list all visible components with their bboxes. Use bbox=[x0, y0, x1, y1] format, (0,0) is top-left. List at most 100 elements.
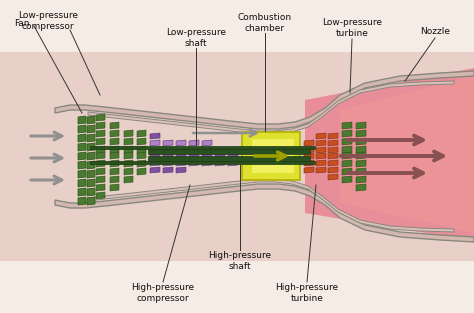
Polygon shape bbox=[305, 68, 474, 241]
Polygon shape bbox=[342, 176, 352, 183]
Polygon shape bbox=[137, 138, 146, 145]
Polygon shape bbox=[304, 147, 314, 153]
Text: High-pressure
shaft: High-pressure shaft bbox=[209, 251, 272, 271]
Polygon shape bbox=[87, 134, 95, 142]
Polygon shape bbox=[316, 167, 326, 173]
Polygon shape bbox=[96, 122, 105, 129]
Polygon shape bbox=[55, 184, 474, 242]
Polygon shape bbox=[150, 147, 160, 153]
Polygon shape bbox=[137, 160, 146, 167]
Polygon shape bbox=[202, 153, 212, 159]
Polygon shape bbox=[189, 153, 199, 159]
Polygon shape bbox=[110, 152, 119, 159]
Polygon shape bbox=[163, 167, 173, 173]
Polygon shape bbox=[0, 52, 90, 261]
Polygon shape bbox=[78, 170, 86, 178]
Polygon shape bbox=[137, 152, 146, 159]
Polygon shape bbox=[124, 176, 133, 183]
Polygon shape bbox=[342, 146, 352, 153]
Polygon shape bbox=[316, 133, 326, 139]
Polygon shape bbox=[90, 161, 315, 164]
Polygon shape bbox=[124, 138, 133, 145]
Polygon shape bbox=[328, 174, 338, 180]
Polygon shape bbox=[342, 122, 352, 129]
Polygon shape bbox=[110, 130, 119, 137]
Polygon shape bbox=[215, 153, 225, 159]
Polygon shape bbox=[202, 147, 212, 153]
Polygon shape bbox=[96, 184, 105, 191]
Polygon shape bbox=[78, 134, 86, 142]
Polygon shape bbox=[356, 130, 366, 137]
Polygon shape bbox=[202, 140, 212, 146]
Polygon shape bbox=[96, 168, 105, 175]
Polygon shape bbox=[87, 170, 95, 178]
Polygon shape bbox=[356, 160, 366, 167]
Polygon shape bbox=[328, 167, 338, 173]
Polygon shape bbox=[137, 130, 146, 137]
Polygon shape bbox=[78, 143, 86, 151]
Polygon shape bbox=[356, 168, 366, 175]
Polygon shape bbox=[110, 176, 119, 183]
Polygon shape bbox=[356, 146, 366, 153]
Polygon shape bbox=[137, 168, 146, 175]
Polygon shape bbox=[124, 152, 133, 159]
Polygon shape bbox=[304, 140, 314, 146]
Polygon shape bbox=[316, 147, 326, 153]
Polygon shape bbox=[163, 160, 173, 166]
Text: Low-pressure
compressor: Low-pressure compressor bbox=[18, 11, 78, 31]
Polygon shape bbox=[356, 138, 366, 145]
Polygon shape bbox=[96, 130, 105, 137]
Polygon shape bbox=[150, 153, 160, 159]
Polygon shape bbox=[90, 146, 315, 149]
Polygon shape bbox=[87, 152, 95, 160]
Polygon shape bbox=[124, 160, 133, 167]
Text: Fan: Fan bbox=[14, 18, 30, 28]
Polygon shape bbox=[87, 125, 95, 133]
Polygon shape bbox=[328, 153, 338, 159]
Polygon shape bbox=[87, 188, 95, 196]
Polygon shape bbox=[328, 133, 338, 139]
Polygon shape bbox=[150, 140, 160, 146]
Polygon shape bbox=[342, 168, 352, 175]
Polygon shape bbox=[88, 179, 454, 232]
Polygon shape bbox=[342, 138, 352, 145]
Polygon shape bbox=[304, 167, 314, 173]
Polygon shape bbox=[78, 188, 86, 196]
Polygon shape bbox=[342, 130, 352, 137]
Text: High-pressure
compressor: High-pressure compressor bbox=[131, 283, 194, 303]
Text: Low-pressure
shaft: Low-pressure shaft bbox=[166, 28, 226, 48]
Polygon shape bbox=[96, 160, 105, 167]
Polygon shape bbox=[189, 160, 199, 166]
Polygon shape bbox=[87, 143, 95, 151]
Polygon shape bbox=[110, 146, 119, 153]
Polygon shape bbox=[304, 153, 314, 159]
Polygon shape bbox=[148, 156, 310, 161]
Polygon shape bbox=[96, 152, 105, 159]
Text: Combustion
chamber: Combustion chamber bbox=[238, 13, 292, 33]
Polygon shape bbox=[163, 153, 173, 159]
Text: Low-pressure
turbine: Low-pressure turbine bbox=[322, 18, 382, 38]
Polygon shape bbox=[110, 160, 119, 167]
Polygon shape bbox=[137, 146, 146, 153]
Polygon shape bbox=[78, 161, 86, 169]
Polygon shape bbox=[176, 140, 186, 146]
Polygon shape bbox=[110, 168, 119, 175]
Polygon shape bbox=[150, 167, 160, 173]
Polygon shape bbox=[316, 153, 326, 159]
Polygon shape bbox=[87, 197, 95, 205]
Polygon shape bbox=[88, 81, 454, 134]
Polygon shape bbox=[215, 147, 225, 153]
Polygon shape bbox=[228, 160, 238, 166]
Polygon shape bbox=[342, 152, 352, 159]
Polygon shape bbox=[150, 160, 160, 166]
Polygon shape bbox=[148, 149, 310, 154]
Polygon shape bbox=[96, 192, 105, 199]
Polygon shape bbox=[87, 179, 95, 187]
Polygon shape bbox=[96, 146, 105, 153]
Polygon shape bbox=[176, 160, 186, 166]
Polygon shape bbox=[202, 160, 212, 166]
Polygon shape bbox=[176, 153, 186, 159]
Polygon shape bbox=[163, 140, 173, 146]
Polygon shape bbox=[228, 153, 238, 159]
Polygon shape bbox=[110, 122, 119, 129]
